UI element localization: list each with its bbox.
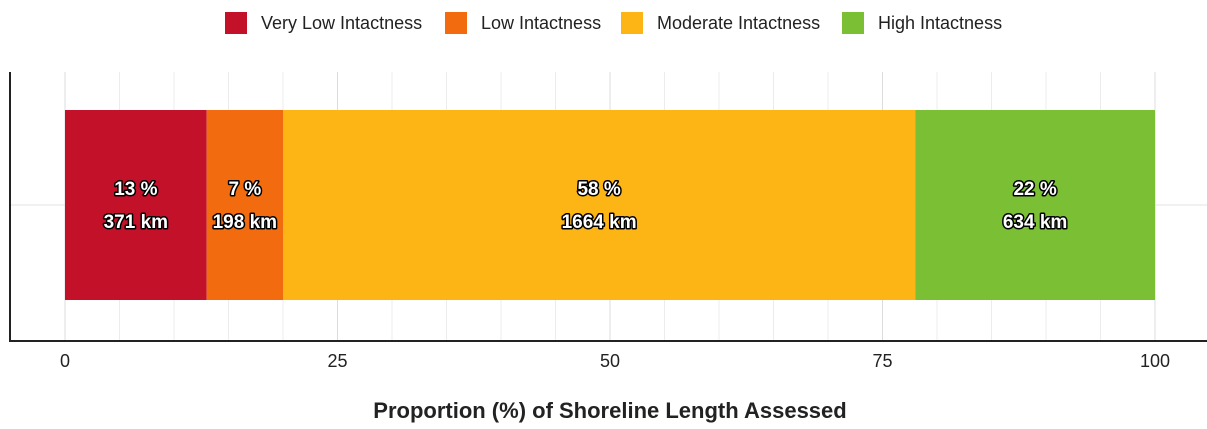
value-label: 7 % [228,179,261,200]
value-label: 58 % [577,179,620,200]
legend-swatch [842,12,864,34]
bar-segment [283,110,916,300]
legend-swatch [621,12,643,34]
legend-label: Moderate Intactness [657,13,820,33]
legend-swatch [445,12,467,34]
length-label: 371 km [104,212,168,233]
bar-segment [65,110,207,300]
bar-segment [206,110,283,300]
x-tick-label: 75 [872,351,892,371]
length-label: 1664 km [562,212,637,233]
legend-label: Low Intactness [481,13,601,33]
x-tick-label: 100 [1140,351,1170,371]
value-label: 22 % [1013,179,1056,200]
length-label: 198 km [213,212,277,233]
bar-segment [915,110,1155,300]
value-label: 13 % [114,179,157,200]
x-tick-label: 25 [327,351,347,371]
length-label: 634 km [1003,212,1067,233]
legend-label: High Intactness [878,13,1002,33]
legend-swatch [225,12,247,34]
x-tick-label: 0 [60,351,70,371]
x-axis-title: Proportion (%) of Shoreline Length Asses… [373,398,846,423]
legend-label: Very Low Intactness [261,13,422,33]
x-tick-label: 50 [600,351,620,371]
